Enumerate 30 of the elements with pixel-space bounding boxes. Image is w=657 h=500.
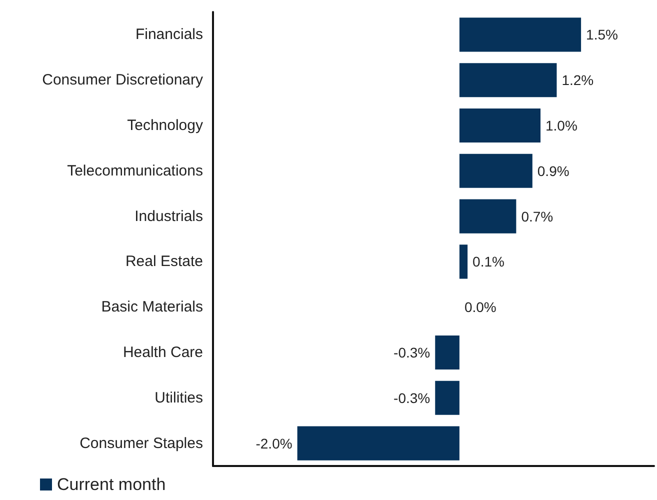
y-tick-label: Real Estate [125,253,203,270]
data-label: -0.3% [394,344,430,360]
y-tick-label: Technology [127,117,204,134]
data-label: -2.0% [256,435,292,452]
bar [459,18,582,52]
y-tick-label: Basic Materials [101,298,203,316]
bar [459,108,541,143]
data-label: 1.5% [586,26,618,43]
bar [297,426,460,460]
data-label: 1.0% [546,118,578,134]
data-label: 0.1% [472,254,504,270]
bar [459,154,532,188]
data-label: 0.9% [537,162,570,179]
bar [435,335,460,370]
data-label: 0.7% [521,208,554,224]
y-tick-label: Health Care [122,344,203,361]
data-label: 1.2% [562,72,594,88]
y-tick-label: Consumer Discretionary [42,72,204,89]
y-tick-label: Consumer Staples [80,434,203,452]
y-tick-label: Telecommunications [67,162,203,180]
y-tick-label: Financials [135,26,203,44]
y-tick-label: Industrials [134,208,203,225]
legend-label: Current month [57,475,166,494]
bar [459,199,516,234]
y-tick-label: Utilities [154,389,203,406]
bar [459,63,557,98]
data-label: -0.3% [394,390,430,406]
bar [435,380,460,415]
data-label: 0.0% [464,299,496,316]
bar [459,244,468,279]
